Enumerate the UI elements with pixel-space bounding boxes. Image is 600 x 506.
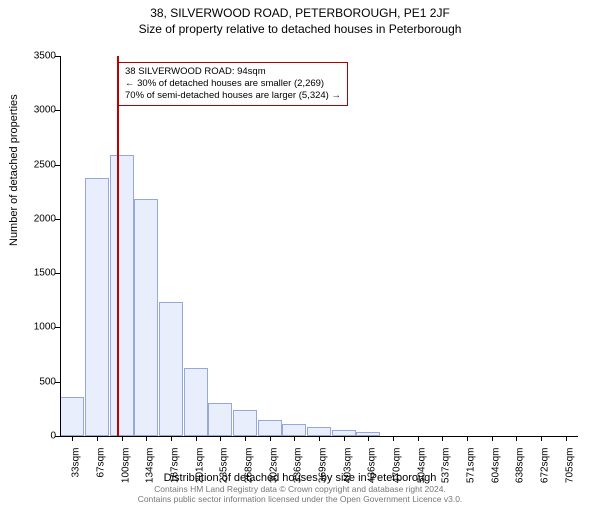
bar — [134, 199, 158, 436]
reference-line — [117, 56, 119, 436]
bar — [60, 397, 84, 436]
annotation-line: ← 30% of detached houses are smaller (2,… — [125, 78, 341, 90]
annotation-line: 38 SILVERWOOD ROAD: 94sqm — [125, 66, 341, 78]
ytick-label: 2000 — [16, 213, 56, 224]
annotation-line: 70% of semi-detached houses are larger (… — [125, 90, 341, 102]
bar — [159, 302, 183, 436]
title-subtitle: Size of property relative to detached ho… — [0, 22, 600, 36]
annotation-box: 38 SILVERWOOD ROAD: 94sqm ← 30% of detac… — [118, 62, 348, 106]
ytick-label: 500 — [16, 376, 56, 387]
y-axis-line — [60, 56, 61, 436]
bar — [85, 178, 109, 436]
bar — [110, 155, 134, 436]
bar — [258, 420, 282, 436]
footer: Contains HM Land Registry data © Crown c… — [0, 484, 600, 504]
bar — [282, 424, 306, 436]
bar — [307, 427, 331, 436]
x-axis-line — [60, 436, 578, 437]
ytick-label: 2500 — [16, 159, 56, 170]
bar — [184, 368, 208, 436]
bar — [208, 403, 232, 436]
ytick-label: 0 — [16, 431, 56, 442]
footer-line: Contains HM Land Registry data © Crown c… — [0, 484, 600, 494]
ytick-label: 1500 — [16, 268, 56, 279]
chart-container: 38, SILVERWOOD ROAD, PETERBOROUGH, PE1 2… — [0, 6, 600, 506]
title-address: 38, SILVERWOOD ROAD, PETERBOROUGH, PE1 2… — [0, 6, 600, 20]
ytick-label: 3500 — [16, 51, 56, 62]
ytick-label: 1000 — [16, 322, 56, 333]
footer-line: Contains public sector information licen… — [0, 494, 600, 504]
ytick-label: 3000 — [16, 105, 56, 116]
bar — [233, 410, 257, 436]
plot-area: 050010001500200025003000350033sqm67sqm10… — [60, 56, 578, 436]
x-axis-label: Distribution of detached houses by size … — [0, 472, 600, 484]
